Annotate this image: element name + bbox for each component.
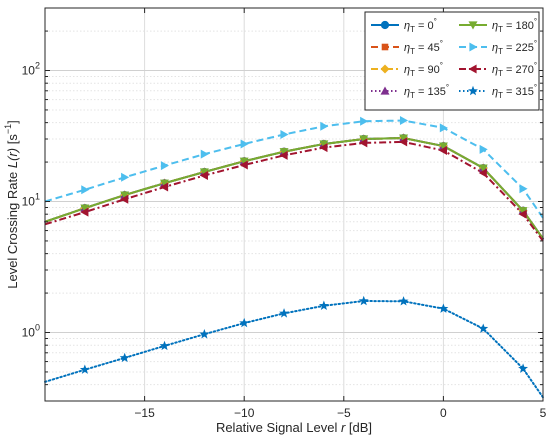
legend-marker-5 xyxy=(469,42,478,52)
legend-box xyxy=(364,11,540,111)
data-point-series-7 xyxy=(159,340,170,351)
data-point-series-6 xyxy=(518,209,527,219)
data-point-series-7 xyxy=(358,295,369,306)
legend-marker-1 xyxy=(381,43,389,51)
legend-marker-3 xyxy=(380,86,390,95)
y-axis-label: Level Crossing Rate L(r) [s−1] xyxy=(3,120,20,289)
data-point-series-5 xyxy=(200,149,209,159)
x-tick-label: −5 xyxy=(337,406,351,420)
legend-marker-4 xyxy=(468,21,478,30)
data-point-series-6 xyxy=(120,194,129,204)
data-point-series-6 xyxy=(319,143,328,153)
series-line-5 xyxy=(44,119,544,219)
data-point-series-7 xyxy=(438,303,449,313)
y-tick-label: 101 xyxy=(22,192,40,209)
data-point-series-6 xyxy=(199,170,208,180)
legend-marker-0 xyxy=(380,20,390,30)
data-point-series-6 xyxy=(478,168,487,178)
data-point-series-4 xyxy=(80,204,90,213)
data-point-series-6 xyxy=(80,207,89,217)
series-line-7 xyxy=(44,299,544,399)
data-point-series-4 xyxy=(359,135,369,144)
data-point-series-4 xyxy=(518,207,528,216)
legend-marker-2 xyxy=(380,64,390,74)
data-point-series-4 xyxy=(120,191,130,200)
data-point-series-5 xyxy=(121,172,130,182)
data-point-series-7 xyxy=(79,364,90,374)
data-point-series-4 xyxy=(160,179,170,188)
data-point-series-5 xyxy=(479,144,488,154)
data-point-series-5 xyxy=(439,123,448,133)
x-tick-label: −15 xyxy=(134,406,155,420)
legend-label-5: ηT = 225° xyxy=(492,39,537,56)
legend-marker-7 xyxy=(468,85,478,96)
x-tick-label: 0 xyxy=(440,406,447,420)
data-point-series-7 xyxy=(518,363,529,373)
series-line-6 xyxy=(44,140,544,242)
y-tick-label: 100 xyxy=(22,323,40,340)
data-point-series-5 xyxy=(360,116,369,126)
axis-ticks: −15 −10 −5 0 5 100 101 102 xyxy=(22,7,547,420)
x-tick-label: 5 xyxy=(540,406,547,420)
data-point-series-6 xyxy=(279,150,288,160)
legend-label-4: ηT = 180° xyxy=(492,17,537,34)
data-point-series-6 xyxy=(160,182,169,192)
data-point-series-7 xyxy=(478,323,489,333)
data-point-series-6 xyxy=(239,160,248,170)
data-point-series-5 xyxy=(399,116,409,126)
legend-label-1: ηT = 45° xyxy=(404,39,443,56)
data-point-series-7 xyxy=(119,352,130,363)
data-point-series-7 xyxy=(239,317,250,328)
data-point-series-7 xyxy=(279,308,289,318)
data-point-series-6 xyxy=(359,138,368,148)
axes-box xyxy=(44,7,544,402)
legend-label-3: ηT = 135° xyxy=(404,83,449,100)
data-point-series-5 xyxy=(280,129,289,139)
data-point-series-5 xyxy=(160,161,170,171)
data-point-series-4 xyxy=(319,140,329,149)
data-point-series-5 xyxy=(81,185,90,195)
x-axis-label: Relative Signal Level r [dB] xyxy=(216,420,372,435)
series-markers xyxy=(79,116,529,374)
data-point-series-5 xyxy=(240,139,249,149)
data-point-series-4 xyxy=(199,168,209,177)
data-point-series-7 xyxy=(398,296,409,306)
data-point-series-4 xyxy=(478,164,488,173)
legend-label-6: ηT = 270° xyxy=(492,61,537,78)
data-point-series-4 xyxy=(239,157,249,166)
data-point-series-5 xyxy=(519,184,528,194)
data-point-series-4 xyxy=(399,134,409,143)
data-point-series-7 xyxy=(199,329,210,339)
data-point-series-6 xyxy=(399,137,408,147)
legend-label-7: ηT = 315° xyxy=(492,83,537,100)
data-point-series-4 xyxy=(279,148,289,157)
legend-label-2: ηT = 90° xyxy=(404,61,443,78)
y-tick-label: 102 xyxy=(22,61,40,78)
data-point-series-7 xyxy=(318,300,329,310)
data-point-series-4 xyxy=(438,142,448,151)
legend: ηT = 0° ηT = 45° ηT = 90° ηT = 135° ηT = 180… xyxy=(364,11,540,111)
x-tick-label: −10 xyxy=(234,406,255,420)
legend-marker-6 xyxy=(468,64,477,74)
data-point-series-6 xyxy=(438,146,447,156)
legend-label-0: ηT = 0° xyxy=(404,17,437,34)
data-point-series-5 xyxy=(320,121,329,131)
